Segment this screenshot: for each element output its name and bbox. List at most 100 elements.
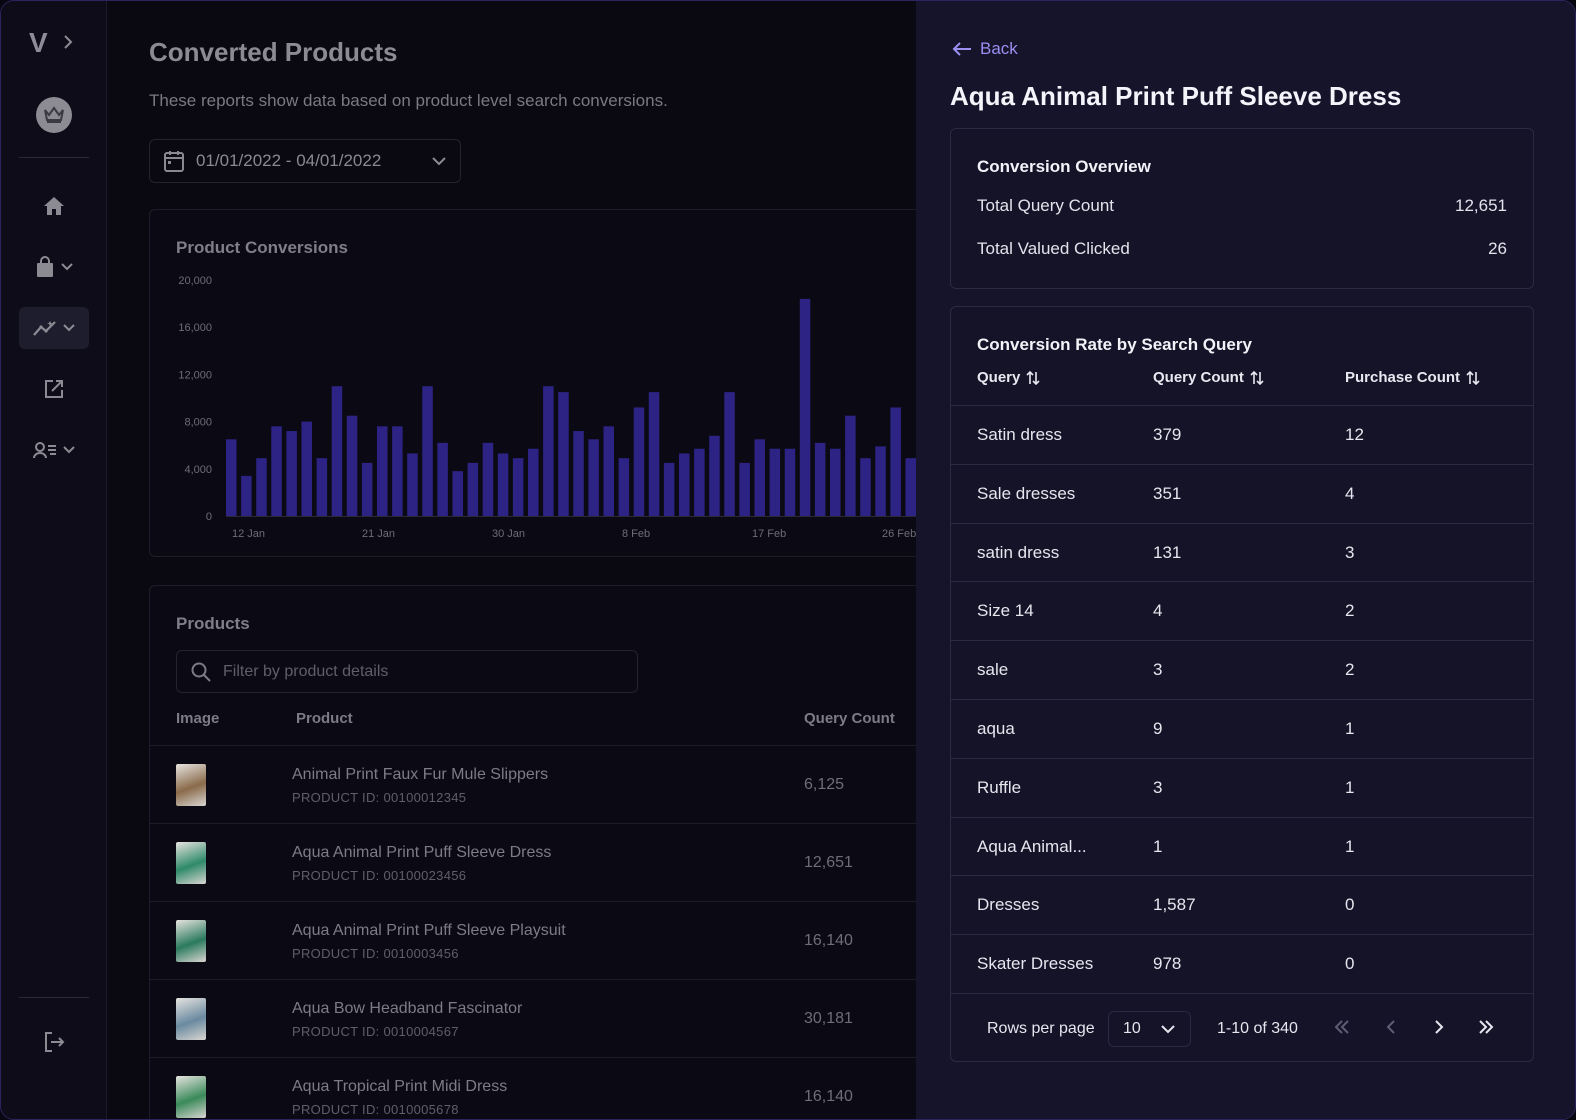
chart-bar[interactable]	[482, 442, 494, 516]
next-page-icon[interactable]	[1429, 1018, 1447, 1036]
chart-bar[interactable]	[377, 426, 388, 516]
sort-by-query[interactable]: Query	[977, 369, 1040, 386]
table-row[interactable]: Skater Dresses 978 0	[951, 934, 1533, 993]
chart-bar[interactable]	[603, 426, 615, 516]
table-row[interactable]: Aqua Bow Headband Fascinator PRODUCT ID: …	[150, 979, 950, 1057]
chart-bar[interactable]	[346, 415, 358, 516]
sort-icon	[1026, 370, 1040, 385]
chart-bar[interactable]	[830, 448, 841, 516]
chart-bar[interactable]	[271, 426, 282, 516]
chart-bar[interactable]	[528, 448, 539, 516]
chart-bar[interactable]	[437, 442, 448, 516]
chart-bar[interactable]	[724, 392, 735, 516]
chart-bar[interactable]	[754, 439, 766, 516]
chart-bar[interactable]	[316, 458, 328, 516]
chart-bar[interactable]	[558, 392, 569, 516]
sort-by-purchase-count[interactable]: Purchase Count	[1345, 369, 1480, 386]
chart-bar[interactable]	[814, 442, 826, 516]
chart-bar[interactable]	[890, 407, 901, 516]
column-header-query-count[interactable]: Query Count	[804, 710, 895, 727]
chart-bar[interactable]	[694, 448, 705, 516]
rows-per-page-select[interactable]: 10	[1108, 1011, 1191, 1047]
table-row[interactable]: Satin dress 379 12	[951, 405, 1533, 464]
chart-bar[interactable]	[361, 462, 373, 516]
chart-bar[interactable]	[618, 458, 630, 516]
chart-bar[interactable]	[301, 421, 313, 516]
table-row[interactable]: aqua 9 1	[951, 699, 1533, 758]
x-tick-label: 8 Feb	[622, 528, 650, 540]
query-cell: satin dress	[977, 542, 1060, 562]
table-row[interactable]: Dresses 1,587 0	[951, 875, 1533, 934]
query-cell: Dresses	[977, 895, 1040, 915]
chart-bar[interactable]	[422, 386, 433, 516]
chart-bar[interactable]	[905, 458, 917, 516]
chart-bar[interactable]	[799, 298, 811, 516]
table-row[interactable]: Ruffle 3 1	[951, 757, 1533, 817]
sidebar-item-home[interactable]	[19, 185, 89, 227]
chart-bar[interactable]	[226, 439, 237, 516]
back-button[interactable]: Back	[952, 39, 1018, 59]
previous-page-icon[interactable]	[1383, 1018, 1401, 1036]
chart-bar[interactable]	[784, 448, 796, 516]
x-tick-label: 30 Jan	[492, 528, 525, 540]
sidebar-item-external[interactable]	[19, 368, 89, 410]
chart-bar[interactable]	[452, 471, 464, 516]
first-page-icon[interactable]	[1333, 1018, 1351, 1036]
chart-bar[interactable]	[588, 439, 599, 516]
chart-bar[interactable]	[633, 407, 645, 516]
query-count-cell: 4	[1153, 601, 1163, 621]
table-row[interactable]: Aqua Animal Print Puff Sleeve Playsuit PR…	[150, 901, 950, 979]
chart-bar[interactable]	[286, 431, 297, 516]
table-row[interactable]: Animal Print Faux Fur Mule Slippers PRODU…	[150, 745, 950, 823]
query-cell: Size 14	[977, 601, 1034, 621]
chart-bar[interactable]	[709, 435, 720, 516]
chart-bar[interactable]	[573, 431, 584, 516]
x-tick-label: 12 Jan	[232, 528, 265, 540]
table-row[interactable]: Aqua Animal Print Puff Sleeve Dress PRODU…	[150, 823, 950, 901]
table-row[interactable]: satin dress 131 3	[951, 522, 1533, 582]
query-cell: Sale dresses	[977, 483, 1076, 503]
table-row[interactable]: sale 3 2	[951, 640, 1533, 699]
date-range-picker[interactable]: 01/01/2022 - 04/01/2022	[149, 139, 461, 183]
chart-bar[interactable]	[543, 386, 554, 516]
purchase-count-cell: 1	[1345, 719, 1355, 738]
table-row[interactable]: Sale dresses 351 4	[951, 463, 1533, 523]
chart-bar[interactable]	[467, 462, 479, 516]
chart-bar[interactable]	[392, 426, 403, 516]
chart-bar[interactable]	[497, 453, 509, 516]
sort-by-query-count[interactable]: Query Count	[1153, 369, 1264, 386]
chart-bar[interactable]	[679, 453, 690, 516]
sidebar-item-analytics[interactable]	[19, 307, 89, 349]
chart-bar[interactable]	[845, 415, 856, 516]
chart-bar[interactable]	[663, 462, 675, 516]
chart-bar[interactable]	[241, 475, 252, 516]
conversion-overview-card: Conversion Overview Total Query Count 12…	[950, 128, 1534, 289]
table-row[interactable]: Aqua Animal... 1 1	[951, 816, 1533, 876]
column-header-image: Image	[176, 710, 220, 727]
chart-bar[interactable]	[407, 453, 418, 516]
chart-bar[interactable]	[739, 462, 750, 516]
chart-bar[interactable]	[512, 458, 524, 516]
sidebar-item-users[interactable]	[19, 429, 89, 471]
chart-bar[interactable]	[860, 458, 871, 516]
query-count-cell: 1,587	[1153, 895, 1196, 915]
product-query-count: 12,651	[804, 854, 853, 871]
overview-row: Total Query Count 12,651	[977, 196, 1507, 216]
chevron-down-icon	[63, 446, 75, 454]
product-filter-input[interactable]: Filter by product details	[176, 650, 638, 693]
last-page-icon[interactable]	[1477, 1018, 1495, 1036]
chart-bar[interactable]	[256, 458, 267, 516]
logout-button[interactable]	[19, 1021, 89, 1063]
chart-bar[interactable]	[875, 446, 886, 516]
table-row[interactable]: Aqua Tropical Print Midi Dress PRODUCT ID…	[150, 1057, 950, 1119]
avatar[interactable]	[36, 97, 72, 133]
chart-bar[interactable]	[648, 392, 660, 516]
chart-bar[interactable]	[769, 448, 781, 516]
chart-bar[interactable]	[331, 386, 343, 516]
purchase-count-cell: 4	[1345, 483, 1355, 503]
table-row[interactable]: Size 14 4 2	[951, 581, 1533, 640]
sidebar-item-shop[interactable]	[19, 246, 89, 288]
expand-sidebar-icon[interactable]	[63, 35, 73, 49]
query-count-cell: 131	[1153, 542, 1182, 562]
